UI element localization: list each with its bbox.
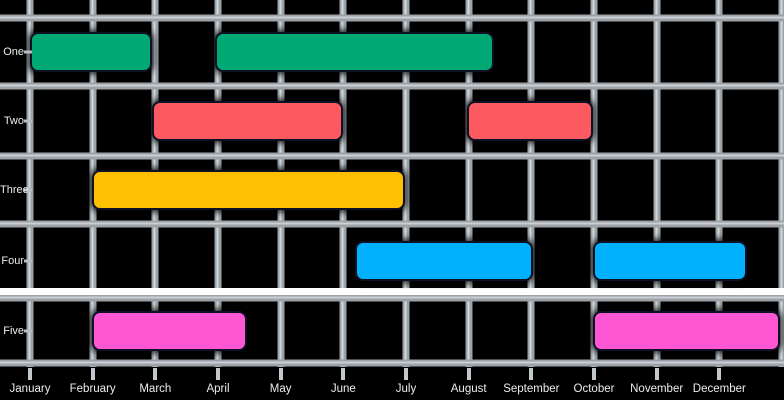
x-tick	[404, 368, 408, 380]
y-tick	[24, 50, 32, 54]
v-gridline	[26, 0, 34, 367]
x-tick-label: May	[269, 383, 292, 395]
v-gridline	[715, 0, 723, 367]
gantt-bar-three	[92, 170, 406, 210]
x-tick	[90, 368, 95, 380]
x-tick	[28, 368, 32, 380]
v-gridline	[402, 0, 410, 367]
v-gridline	[778, 0, 784, 367]
y-tick-label: Five	[3, 324, 24, 337]
x-tick	[466, 368, 471, 380]
x-tick	[717, 368, 722, 380]
gantt-bar-five	[592, 310, 781, 351]
y-tick	[24, 259, 32, 263]
y-tick-label: One	[3, 46, 24, 58]
gantt-bar-four	[592, 241, 747, 281]
x-tick-label: September	[503, 383, 560, 395]
h-gridline	[0, 14, 784, 22]
y-tick-label: Two	[3, 115, 24, 127]
x-tick	[592, 368, 596, 380]
gantt-bar-two	[152, 101, 344, 141]
x-tick-label: August	[450, 383, 487, 395]
h-gridline	[0, 359, 784, 367]
gantt-bar-five	[92, 310, 247, 351]
h-gridline	[0, 152, 784, 160]
y-tick-label: Four	[1, 255, 24, 267]
y-tick-label: Three	[0, 184, 29, 196]
gantt-bar-one	[30, 32, 153, 72]
x-tick	[654, 368, 659, 380]
v-gridline	[590, 0, 598, 367]
h-gridline	[0, 82, 784, 90]
h-gridline	[0, 220, 784, 228]
x-tick	[529, 368, 534, 380]
x-tick-label: November	[630, 383, 684, 395]
v-gridline	[527, 0, 535, 367]
x-tick-label: April	[206, 383, 230, 395]
gantt-bar-two	[466, 101, 593, 141]
y-tick	[24, 329, 32, 332]
x-tick	[153, 368, 158, 380]
x-tick-label: December	[692, 383, 746, 395]
white-divider-line	[0, 287, 784, 295]
gantt-bar-four	[355, 241, 533, 281]
h-gridline	[0, 294, 784, 302]
v-gridline	[653, 0, 661, 367]
gantt-bar-one	[214, 32, 494, 72]
x-tick-label: June	[330, 383, 356, 395]
x-tick	[216, 368, 220, 380]
x-tick	[278, 368, 283, 380]
x-tick	[341, 368, 346, 380]
x-tick-label: October	[573, 383, 615, 395]
y-tick	[24, 188, 32, 192]
x-tick-label: July	[395, 383, 417, 395]
x-tick-label: January	[9, 383, 51, 395]
x-tick-label: February	[69, 383, 116, 395]
v-gridline	[465, 0, 473, 367]
y-tick	[24, 119, 32, 123]
x-tick-label: March	[139, 383, 172, 395]
